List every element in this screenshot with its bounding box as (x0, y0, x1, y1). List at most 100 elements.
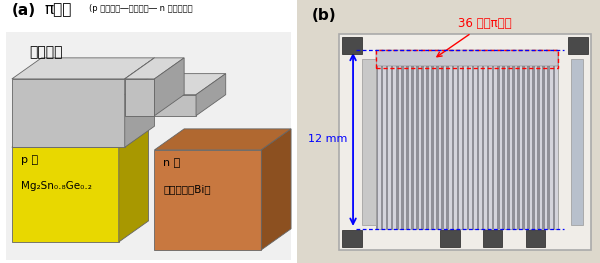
Text: Mg₂Sn₀.₈Ge₀.₂: Mg₂Sn₀.₈Ge₀.₂ (21, 181, 92, 191)
FancyBboxPatch shape (550, 50, 553, 229)
FancyBboxPatch shape (472, 50, 474, 229)
FancyBboxPatch shape (413, 50, 416, 229)
FancyBboxPatch shape (494, 50, 497, 229)
FancyBboxPatch shape (497, 50, 500, 229)
FancyBboxPatch shape (502, 50, 505, 229)
FancyBboxPatch shape (530, 50, 532, 229)
FancyBboxPatch shape (535, 50, 538, 229)
Polygon shape (125, 95, 196, 116)
FancyBboxPatch shape (512, 50, 515, 229)
Text: (b): (b) (312, 8, 337, 23)
FancyBboxPatch shape (505, 50, 507, 229)
FancyBboxPatch shape (492, 50, 494, 229)
FancyBboxPatch shape (467, 50, 469, 229)
FancyBboxPatch shape (431, 50, 434, 229)
FancyBboxPatch shape (398, 50, 401, 229)
FancyBboxPatch shape (362, 59, 376, 225)
FancyBboxPatch shape (464, 50, 467, 229)
FancyBboxPatch shape (424, 50, 426, 229)
Text: (a): (a) (12, 3, 36, 18)
FancyBboxPatch shape (434, 50, 436, 229)
FancyBboxPatch shape (568, 37, 588, 54)
FancyBboxPatch shape (487, 50, 490, 229)
Text: (p 型半導体―金属電極― n 型半導体）: (p 型半導体―金属電極― n 型半導体） (89, 4, 193, 13)
FancyBboxPatch shape (386, 50, 388, 229)
Polygon shape (154, 150, 262, 250)
FancyBboxPatch shape (409, 50, 411, 229)
FancyBboxPatch shape (376, 50, 379, 229)
FancyBboxPatch shape (532, 50, 535, 229)
FancyBboxPatch shape (406, 50, 409, 229)
Polygon shape (262, 129, 291, 250)
Polygon shape (12, 126, 149, 147)
FancyBboxPatch shape (542, 50, 545, 229)
FancyBboxPatch shape (474, 50, 477, 229)
FancyBboxPatch shape (401, 50, 404, 229)
Polygon shape (154, 129, 291, 150)
FancyBboxPatch shape (381, 50, 383, 229)
Polygon shape (119, 126, 149, 242)
FancyBboxPatch shape (553, 50, 555, 229)
FancyBboxPatch shape (419, 50, 421, 229)
FancyBboxPatch shape (545, 50, 547, 229)
FancyBboxPatch shape (439, 50, 442, 229)
FancyBboxPatch shape (343, 230, 362, 247)
FancyBboxPatch shape (522, 50, 525, 229)
FancyBboxPatch shape (509, 50, 512, 229)
Polygon shape (125, 74, 226, 95)
FancyBboxPatch shape (436, 50, 439, 229)
FancyBboxPatch shape (540, 50, 542, 229)
FancyBboxPatch shape (477, 50, 479, 229)
FancyBboxPatch shape (452, 50, 454, 229)
FancyBboxPatch shape (411, 50, 413, 229)
FancyBboxPatch shape (490, 50, 492, 229)
Polygon shape (12, 147, 119, 242)
FancyBboxPatch shape (394, 50, 396, 229)
FancyBboxPatch shape (547, 50, 550, 229)
FancyBboxPatch shape (520, 50, 522, 229)
Text: 金属電極: 金属電極 (30, 45, 63, 60)
FancyBboxPatch shape (484, 50, 487, 229)
FancyBboxPatch shape (555, 50, 557, 229)
FancyBboxPatch shape (454, 50, 457, 229)
FancyBboxPatch shape (426, 50, 429, 229)
FancyBboxPatch shape (383, 50, 386, 229)
FancyBboxPatch shape (515, 50, 517, 229)
FancyBboxPatch shape (525, 50, 527, 229)
FancyBboxPatch shape (376, 50, 557, 229)
Polygon shape (125, 58, 184, 79)
FancyBboxPatch shape (459, 50, 461, 229)
FancyBboxPatch shape (343, 37, 362, 54)
FancyBboxPatch shape (376, 50, 557, 66)
FancyBboxPatch shape (388, 50, 391, 229)
FancyBboxPatch shape (440, 230, 460, 247)
FancyBboxPatch shape (340, 34, 591, 250)
Text: p 型: p 型 (21, 155, 38, 165)
FancyBboxPatch shape (379, 50, 381, 229)
FancyBboxPatch shape (507, 50, 509, 229)
FancyBboxPatch shape (442, 50, 444, 229)
FancyBboxPatch shape (461, 50, 464, 229)
FancyBboxPatch shape (500, 50, 502, 229)
Text: n 型: n 型 (163, 158, 181, 168)
Polygon shape (125, 58, 154, 147)
FancyBboxPatch shape (482, 50, 484, 229)
FancyBboxPatch shape (416, 50, 419, 229)
Polygon shape (125, 79, 154, 116)
FancyBboxPatch shape (446, 50, 449, 229)
FancyBboxPatch shape (429, 50, 431, 229)
FancyBboxPatch shape (444, 50, 446, 229)
Polygon shape (12, 79, 125, 147)
FancyBboxPatch shape (483, 230, 502, 247)
Text: 12 mm: 12 mm (308, 134, 347, 144)
FancyBboxPatch shape (526, 230, 545, 247)
Polygon shape (12, 58, 154, 79)
FancyBboxPatch shape (571, 59, 583, 225)
FancyBboxPatch shape (449, 50, 452, 229)
FancyBboxPatch shape (404, 50, 406, 229)
Text: 36 個のπ接合: 36 個のπ接合 (437, 17, 512, 57)
FancyBboxPatch shape (527, 50, 530, 229)
FancyBboxPatch shape (6, 32, 291, 260)
Text: π接合: π接合 (44, 3, 72, 18)
FancyBboxPatch shape (391, 50, 394, 229)
